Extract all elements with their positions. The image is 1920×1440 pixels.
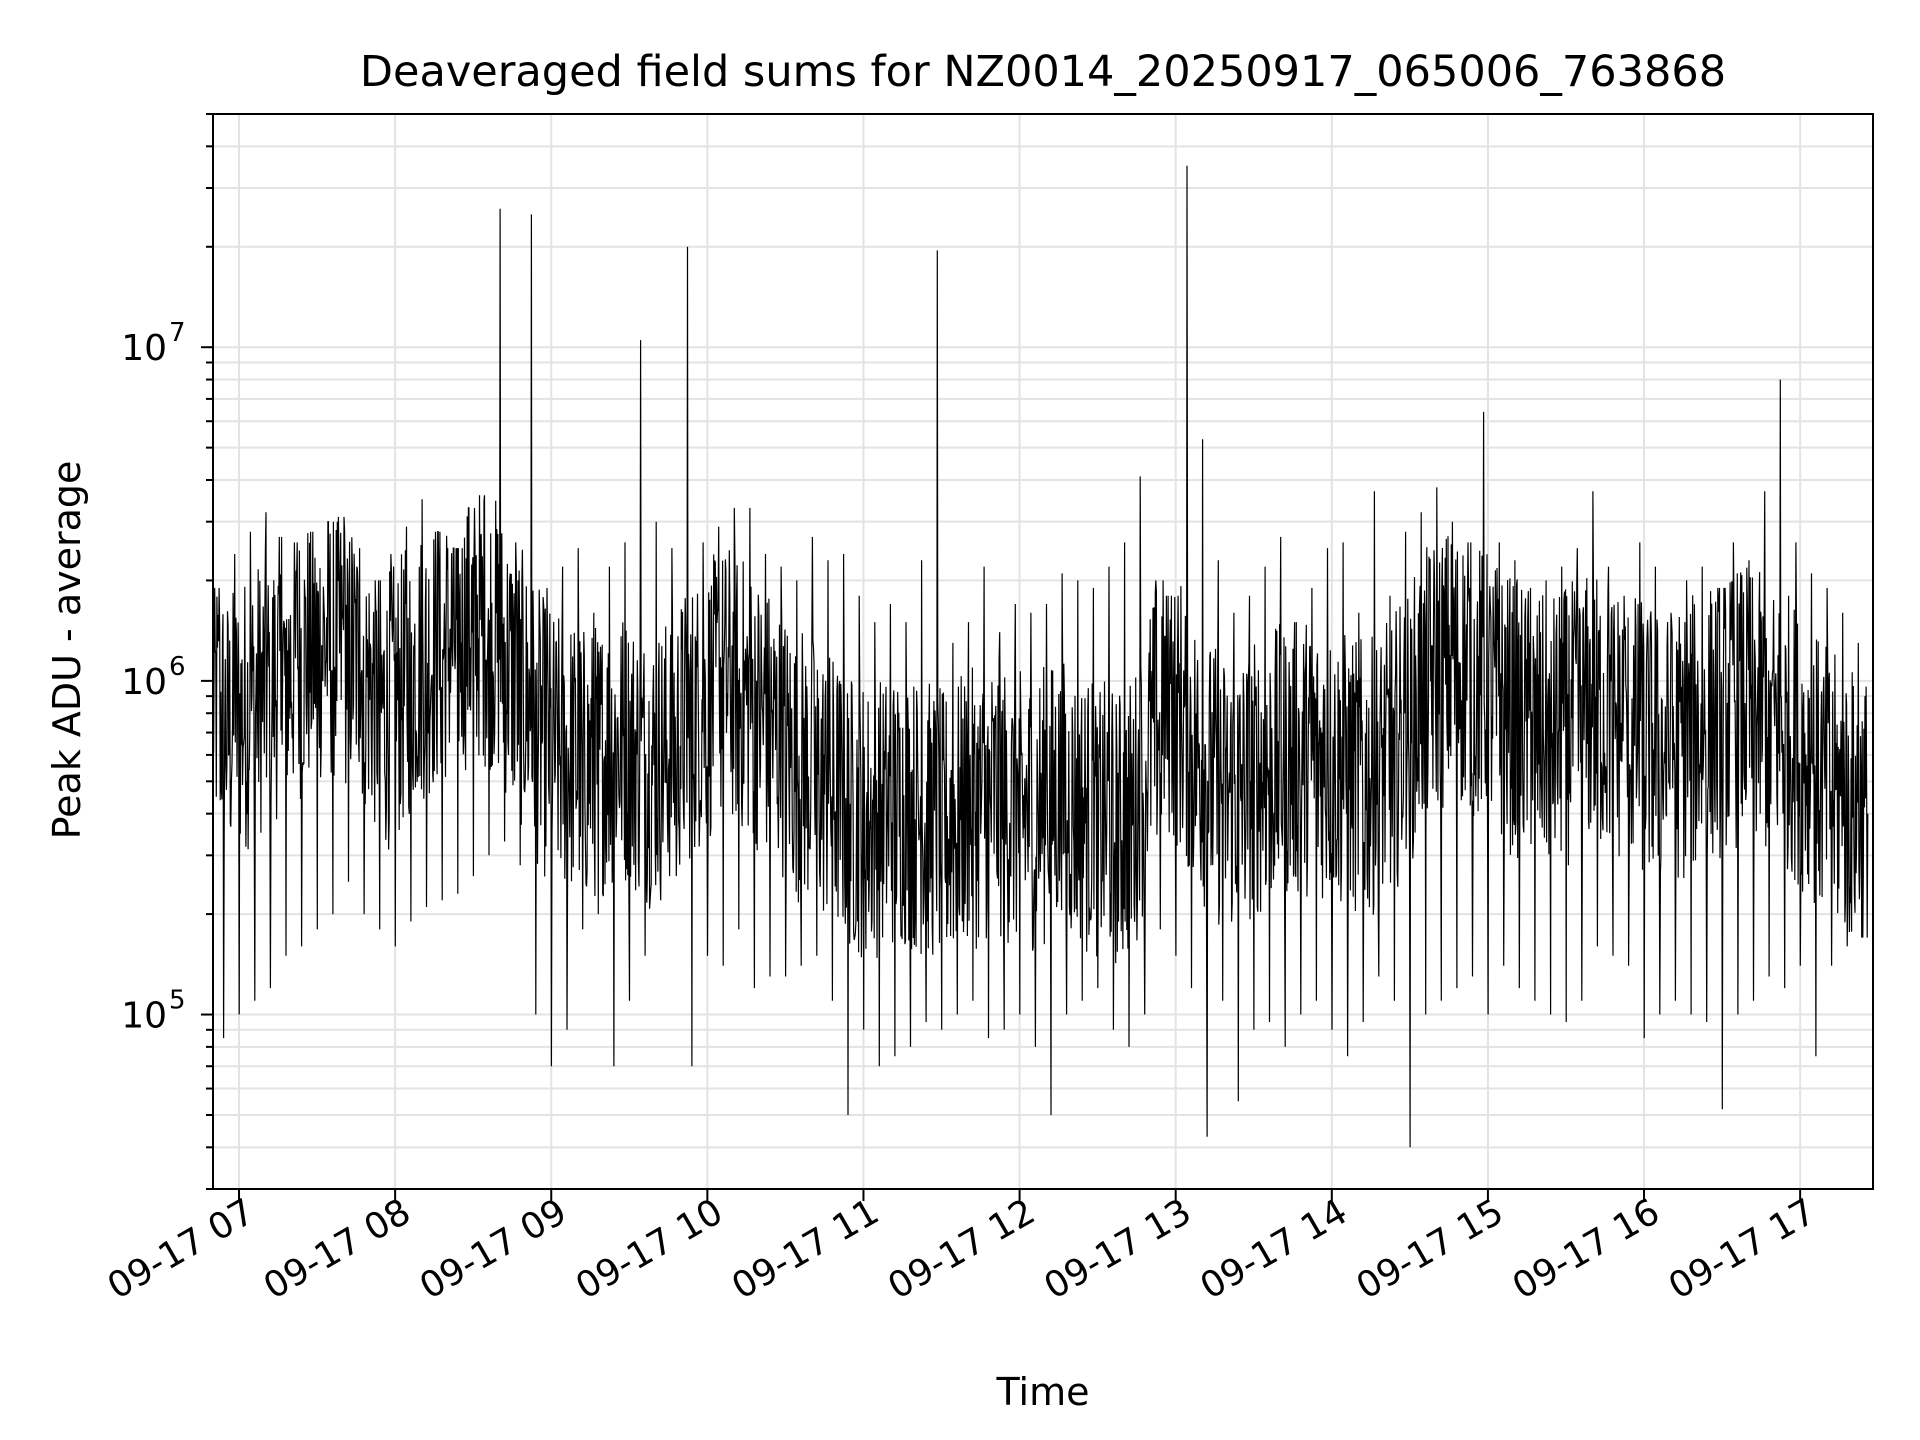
x-tick-label: 09-17 11	[725, 1191, 886, 1307]
y-tick-label-exponent: 5	[169, 986, 186, 1016]
series-line	[212, 165, 1869, 1148]
y-axis-label: Peak ADU - average	[45, 461, 89, 840]
x-tick-label: 09-17 15	[1350, 1191, 1511, 1307]
series-path	[212, 165, 1869, 1148]
y-tick-label-exponent: 6	[169, 652, 186, 682]
x-tick-label: 09-17 10	[569, 1191, 730, 1307]
y-tick-label: 10	[121, 328, 167, 369]
plot-frame	[212, 113, 1874, 1190]
x-tick-label: 09-17 08	[257, 1191, 418, 1307]
chart-title: Deaveraged field sums for NZ0014_2025091…	[360, 47, 1726, 97]
x-tick-label: 09-17 13	[1038, 1191, 1199, 1307]
y-tick-label: 10	[121, 996, 167, 1037]
x-axis-label: Time	[996, 1370, 1090, 1414]
y-tick-label: 10	[121, 662, 167, 703]
x-tick-label: 09-17 07	[101, 1191, 262, 1307]
y-tick-label-exponent: 7	[169, 318, 186, 348]
x-tick-label: 09-17 17	[1662, 1191, 1823, 1307]
x-tick-label: 09-17 14	[1194, 1191, 1355, 1307]
x-tick-label: 09-17 16	[1506, 1191, 1667, 1307]
x-tick-label: 09-17 12	[881, 1191, 1042, 1307]
x-tick-label: 09-17 09	[413, 1191, 574, 1307]
